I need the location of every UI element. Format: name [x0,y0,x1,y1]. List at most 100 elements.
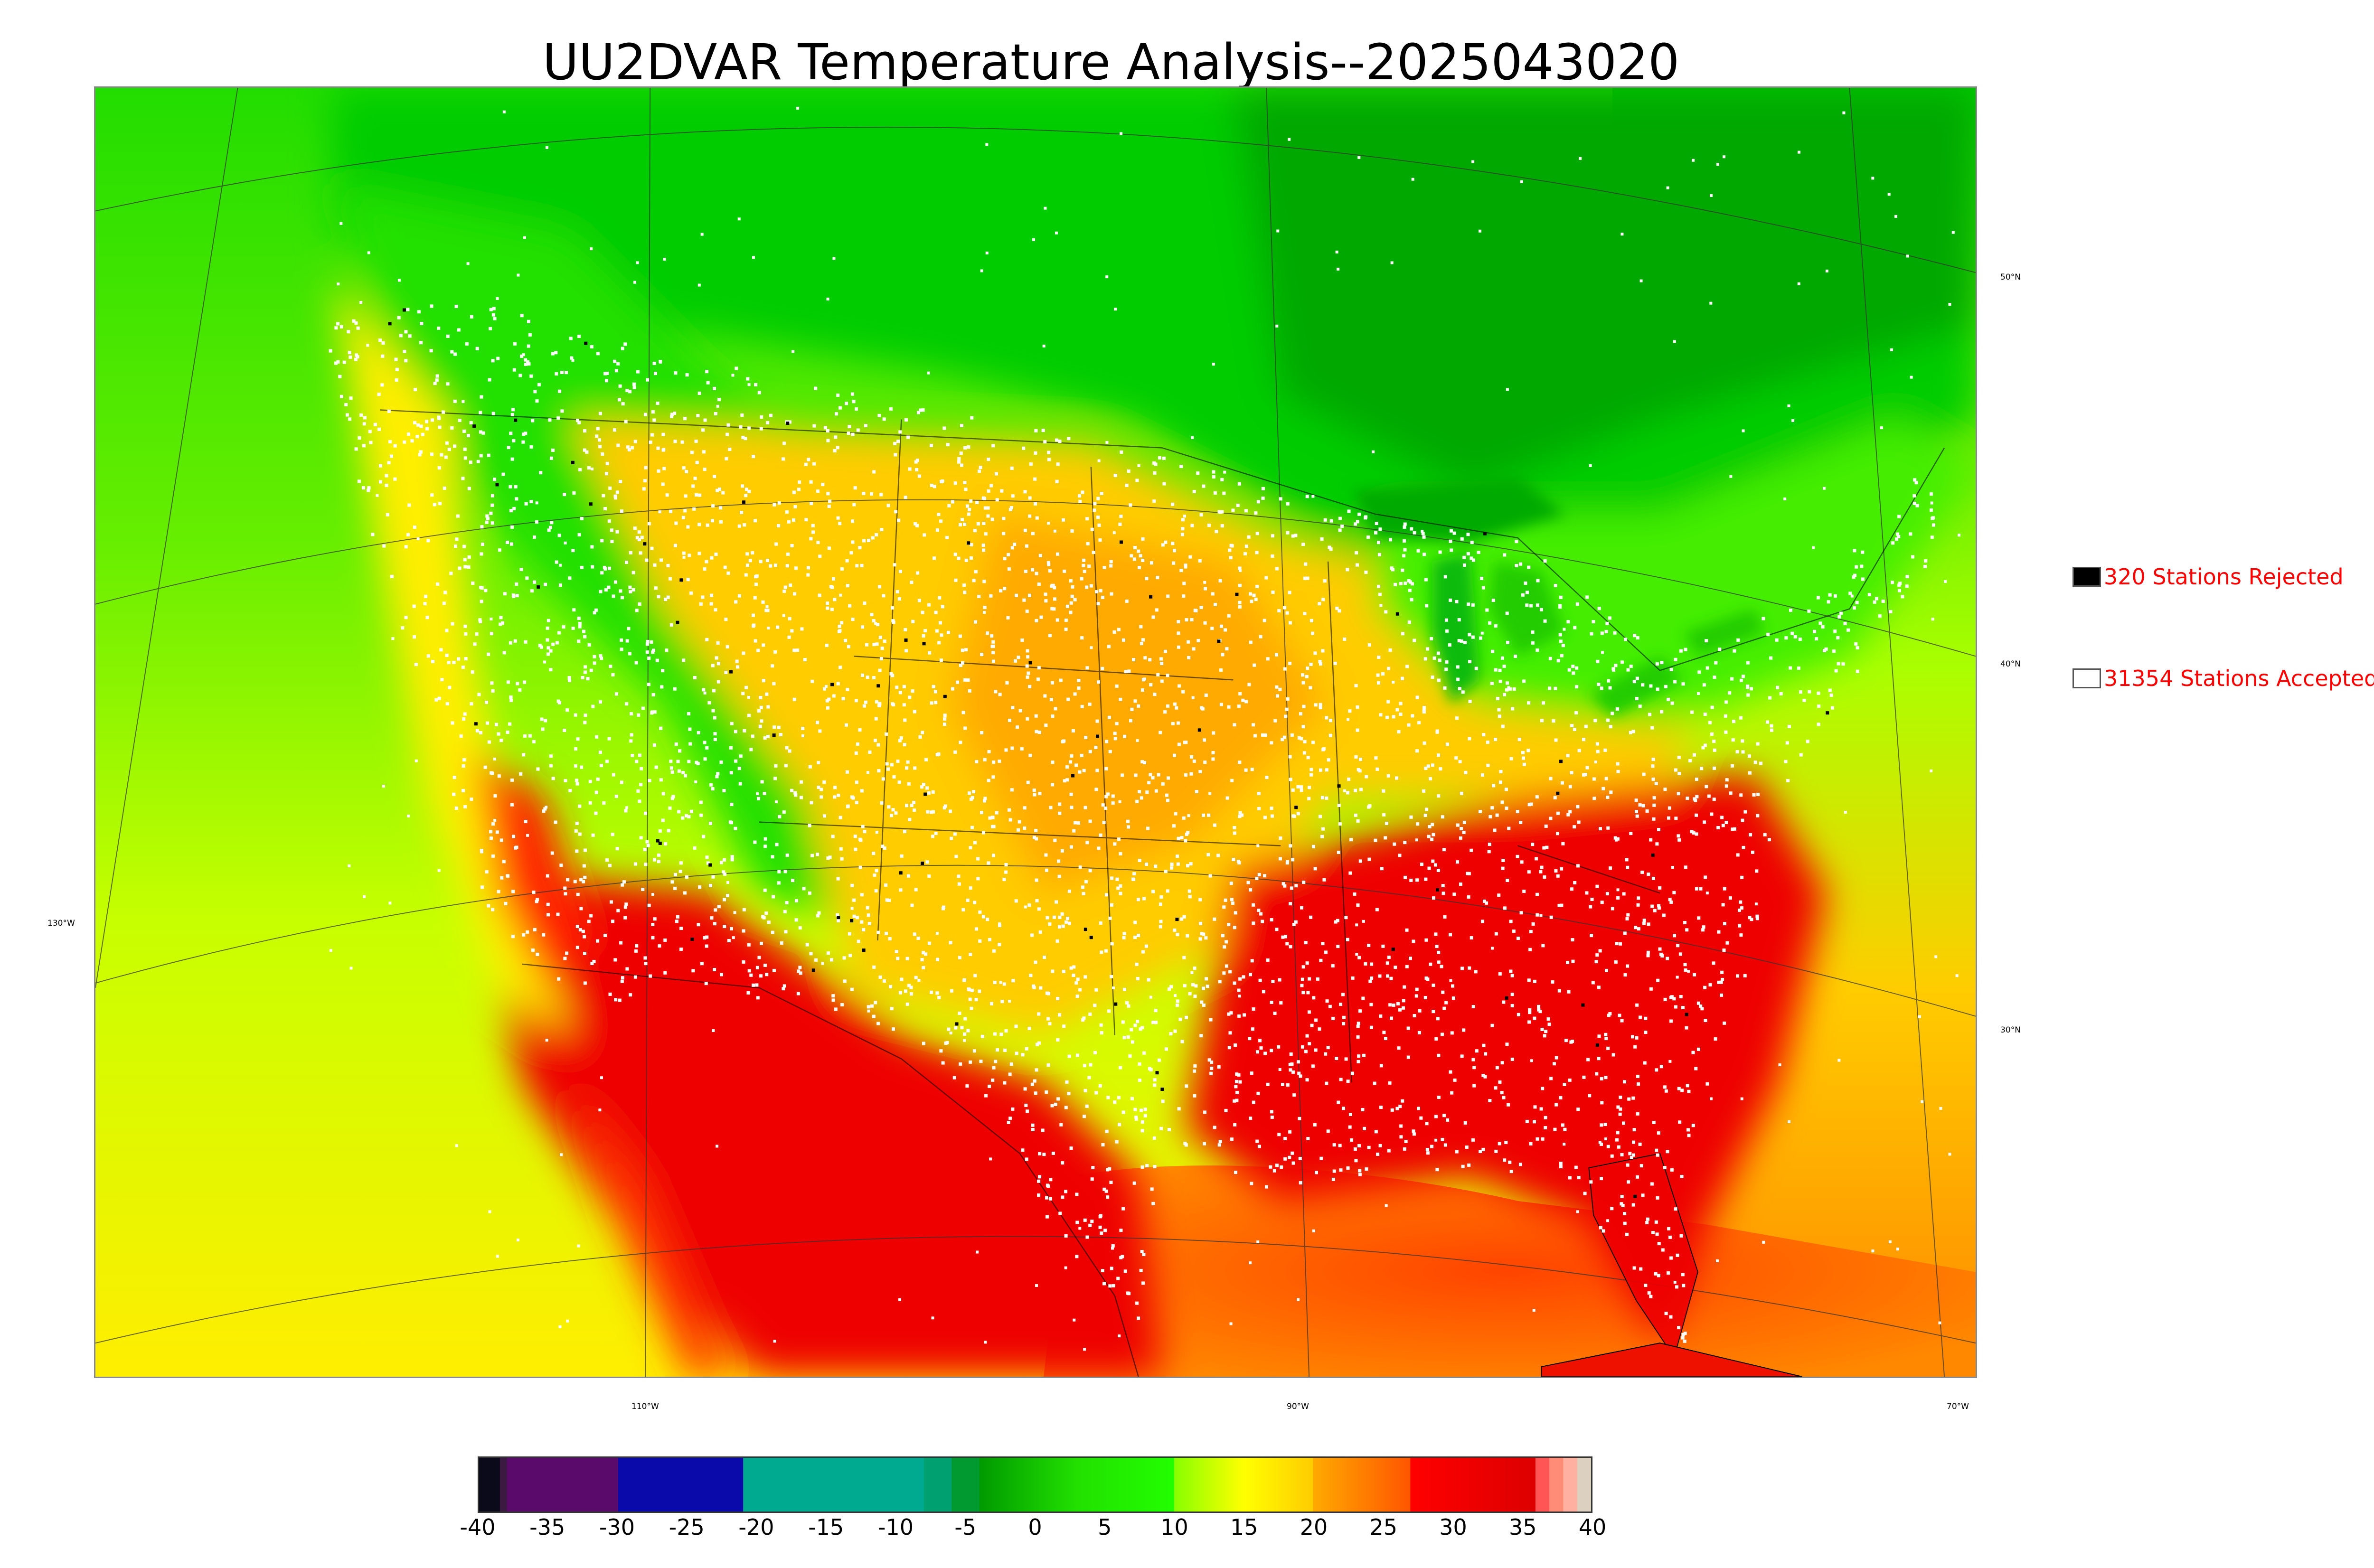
station-marker [1455,600,1459,603]
station-marker [882,417,886,421]
station-marker [1089,1063,1093,1067]
station-marker [1522,756,1526,760]
station-marker [834,435,838,439]
station-marker [1488,621,1492,625]
station-marker [1648,713,1652,716]
station-marker [336,322,340,326]
station-marker [1655,1148,1658,1152]
station-marker [1083,1348,1086,1351]
station-marker [1335,606,1339,610]
station-marker [699,813,703,817]
station-marker [510,457,514,461]
station-marker [711,504,715,508]
station-marker [651,693,655,697]
station-marker [463,558,467,562]
station-marker [705,560,708,563]
station-marker [1191,696,1195,699]
station-marker [505,540,509,544]
station-marker [1595,884,1599,888]
station-marker [1312,1229,1315,1232]
station-marker [497,890,500,893]
station-marker [1150,1187,1154,1191]
station-marker [616,909,620,912]
station-marker [1244,768,1248,772]
station-marker [1314,703,1318,707]
station-marker [834,412,838,416]
station-marker [1314,1018,1318,1022]
station-marker [1391,568,1394,572]
station-marker [1559,760,1563,763]
station-marker [1741,750,1745,754]
station-marker [1332,1169,1336,1173]
station-marker [1125,1001,1129,1005]
station-marker [1042,344,1046,347]
station-marker [1185,832,1189,836]
station-marker [976,857,980,861]
station-marker [644,863,648,866]
station-marker [456,514,460,518]
station-marker [1342,1015,1346,1019]
station-marker [830,958,834,962]
station-marker [1702,683,1706,687]
station-marker [1396,1002,1400,1005]
station-marker [1036,677,1040,681]
station-marker [757,956,761,959]
station-marker [1085,841,1089,845]
lon-label-90: 90°W [1287,1402,1309,1411]
station-marker [631,446,634,450]
station-marker [611,833,614,836]
station-marker [1683,1339,1686,1343]
station-marker [651,923,655,926]
station-marker [622,880,626,884]
station-marker [1359,788,1363,791]
station-marker [1102,821,1106,825]
station-marker [1129,503,1132,507]
station-marker [1709,301,1713,305]
station-marker [698,493,702,497]
station-marker [607,566,611,570]
station-marker [785,746,789,750]
station-marker [1482,899,1486,903]
station-marker [1354,755,1358,759]
station-marker [1784,636,1788,640]
station-marker [1679,649,1683,653]
station-marker [533,580,536,584]
station-marker [1246,881,1250,884]
station-marker [1651,777,1655,781]
station-marker [1020,747,1024,751]
station-marker [1177,1107,1181,1111]
station-marker [1536,579,1540,582]
station-marker [1438,658,1441,662]
station-marker [1533,1120,1536,1124]
station-marker [1597,1034,1601,1038]
station-marker [734,600,738,604]
station-marker [954,854,958,858]
station-marker [630,712,633,716]
station-marker [366,344,369,347]
station-marker [1048,634,1052,638]
station-marker [1126,1035,1130,1039]
station-marker [1685,1013,1688,1016]
station-marker [904,649,908,653]
station-marker [1127,825,1130,829]
station-marker [1582,1075,1586,1079]
station-marker [1610,1154,1614,1158]
station-marker [452,792,456,796]
station-marker [1657,906,1661,910]
station-marker [1386,774,1390,778]
station-marker [1544,1030,1548,1033]
station-marker [1139,554,1142,558]
station-marker [1238,977,1242,981]
station-marker [639,783,643,787]
station-marker [1730,764,1734,768]
station-marker [1609,866,1612,870]
station-marker [872,619,876,623]
station-marker [499,622,502,626]
station-marker [1536,1137,1539,1141]
station-marker [857,939,860,943]
station-marker [701,595,705,599]
temperature-map[interactable] [94,86,1977,1378]
station-marker [963,678,967,682]
station-marker [1419,1116,1423,1120]
station-marker [477,693,481,696]
